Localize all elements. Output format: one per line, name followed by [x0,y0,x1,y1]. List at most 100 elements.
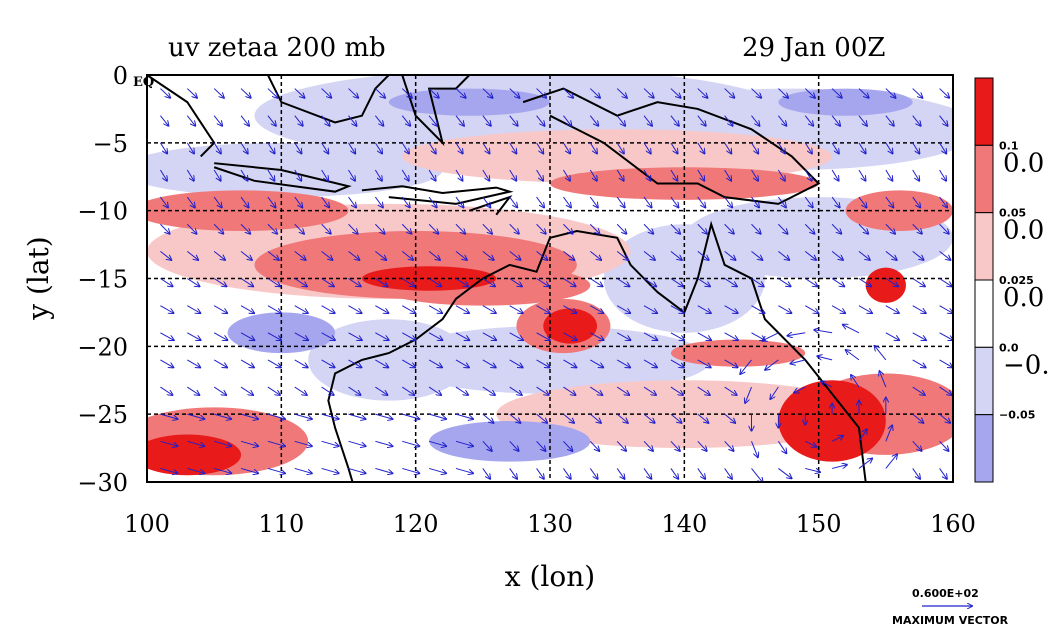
wind-vector [778,250,789,260]
wind-vector [724,250,736,260]
wind-vector [939,142,947,154]
wind-vector [670,115,679,126]
chart-timestamp: 29 Jan 00Z [742,33,885,63]
wind-vector [745,386,752,403]
wind-vector [187,305,200,313]
wind-vector [375,305,388,313]
wind-vector [455,305,469,313]
wind-vectors [160,88,953,482]
wind-vector [643,88,654,98]
wind-vector [294,223,304,233]
wind-vector [831,465,847,469]
wind-vector [724,413,736,423]
wind-vector [509,223,519,233]
wind-vector [482,386,495,395]
wind-vector [858,250,870,260]
vorticity-region-15 [670,339,806,367]
wind-vector [294,278,307,287]
wind-vector [482,359,496,368]
wind-vector [455,169,463,181]
wind-vector [509,196,518,207]
wind-vector [814,330,833,333]
colorbar-swatch [974,144,994,214]
wind-vector [482,250,494,260]
wind-vector [348,440,366,446]
wind-vector [321,332,335,340]
wind-vector [267,196,276,207]
wind-vector [777,115,786,126]
wind-vector [643,278,656,287]
wind-vector [751,223,761,233]
wind-vector [670,169,678,181]
wind-vector [240,332,254,340]
wind-vector [321,142,329,154]
wind-vector [160,142,167,154]
wind-vector [778,223,787,233]
colorbar-swatch [974,77,994,146]
wind-vector [536,278,549,287]
wind-vector [858,305,872,313]
wind-vector [428,440,446,446]
wind-vector [670,359,684,368]
wind-vector [348,467,366,473]
vorticity-region-22 [147,434,242,476]
wind-vector [536,250,548,260]
wind-vector [831,169,839,181]
wind-vector [697,223,707,233]
wind-vector [670,440,680,451]
wind-vector [912,115,921,126]
wind-vector [401,386,414,395]
wind-vector [401,88,412,98]
wind-vector [402,440,419,446]
wind-vector [160,332,173,340]
wind-vector [590,386,602,395]
wind-vector [697,278,710,287]
wind-vector [536,413,548,423]
wind-vector [791,359,806,364]
wind-vector [267,250,279,260]
wind-vector [267,332,281,340]
wind-vector [401,359,415,368]
wind-vector [321,305,335,313]
wind-vector [804,278,817,287]
vorticity-field [147,75,953,482]
wind-vector [794,386,806,393]
wind-vector [885,88,896,98]
wind-vector [912,359,926,368]
wind-vector [885,169,893,181]
wind-vector [240,142,248,154]
wind-vector [858,142,866,154]
wind-vector [213,386,226,395]
wind-vector [804,305,818,313]
wind-vector [670,305,684,313]
wind-vector [187,359,200,368]
wind-vector [616,359,630,368]
wind-vector [589,468,597,478]
wind-vector [858,88,869,98]
vorticity-region-24 [388,88,550,116]
wind-vector [643,305,657,313]
wind-vector [294,386,307,395]
colorbar-swatch [974,212,994,281]
wind-vector [294,196,303,207]
wind-vector [186,88,197,98]
wind-vector [724,196,733,207]
wind-vector [563,196,571,207]
wind-vector [643,169,651,181]
wind-vector [321,250,333,260]
wind-vector [536,468,544,478]
wind-vector [831,436,843,442]
wind-vector [912,305,926,313]
wind-vector [751,441,758,457]
wind-vector [563,386,575,395]
wind-vector [214,467,231,473]
wind-vector [751,278,764,287]
coastline-0 [147,75,216,158]
y-tick-label: −10 [77,198,128,226]
wind-vector [590,305,603,313]
wind-vector [697,468,705,478]
wind-vector [643,223,653,233]
wind-vector [160,467,177,473]
wind-vector [428,278,441,287]
